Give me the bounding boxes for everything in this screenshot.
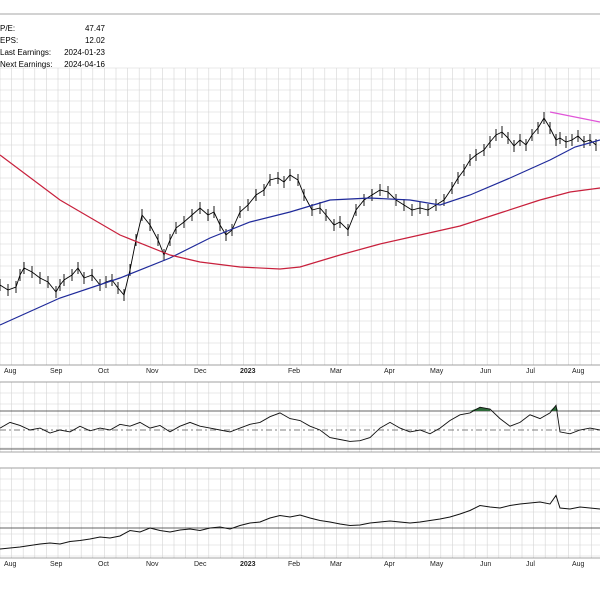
series-layer [0, 111, 600, 550]
x-tick-label: Sep [50, 561, 63, 568]
x-tick-label: Feb [288, 561, 300, 568]
x-tick-label: Oct [98, 368, 109, 375]
price-line [0, 117, 597, 296]
ma-long-line [0, 154, 600, 270]
x-tick-label: Sep [50, 368, 63, 375]
x-tick-label: Feb [288, 368, 300, 375]
relative-line [0, 494, 600, 550]
stat-last-earnings-label: Last Earnings: [0, 48, 51, 57]
stat-next-earnings-value: 2024-04-16 [64, 60, 105, 69]
x-tick-label: Jul [526, 368, 535, 375]
stat-pe-value: 47.47 [85, 24, 106, 33]
x-tick-label: Aug [4, 368, 17, 375]
stat-last-earnings-value: 2024-01-23 [64, 48, 105, 57]
trendline [549, 111, 600, 123]
x-tick-label: Oct [98, 561, 109, 568]
x-tick-label: May [430, 561, 444, 568]
x-tick-label: May [430, 368, 444, 375]
x-tick-label: Jun [480, 368, 491, 375]
panel-borders [0, 13, 600, 559]
ma-short-line [0, 139, 600, 326]
x-tick-label: Aug [572, 368, 585, 375]
x-tick-label: Dec [194, 368, 207, 375]
x-tick-label: Mar [330, 368, 343, 375]
x-tick-label: Aug [4, 561, 17, 568]
grid-layer [0, 67, 600, 558]
x-tick-label: Aug [572, 561, 585, 568]
x-tick-label: 2023 [240, 561, 256, 568]
x-tick-label: Apr [384, 368, 396, 375]
x-tick-label: Dec [194, 561, 207, 568]
x-tick-label: Nov [146, 368, 159, 375]
x-tick-label: Nov [146, 561, 159, 568]
stat-next-earnings-label: Next Earnings: [0, 60, 52, 69]
stats-box: P/E: 47.47 EPS: 12.02 Last Earnings: 202… [0, 24, 106, 69]
x-tick-label: Apr [384, 561, 396, 568]
overbought-fill [548, 405, 558, 411]
x-tick-label: 2023 [240, 368, 256, 375]
x-tick-label: Mar [330, 561, 343, 568]
x-tick-label: Jul [526, 561, 535, 568]
stat-eps-label: EPS: [0, 36, 18, 45]
x-tick-label: Jun [480, 561, 491, 568]
stat-eps-value: 12.02 [85, 36, 106, 45]
overbought-fill [460, 407, 490, 411]
stat-pe-label: P/E: [0, 24, 15, 33]
x-axis-labels: Aug Aug Sep Sep Oct Oct Nov Nov Dec Dec 2023 2023 Fe… [4, 368, 585, 568]
oscillator-line [0, 404, 600, 442]
